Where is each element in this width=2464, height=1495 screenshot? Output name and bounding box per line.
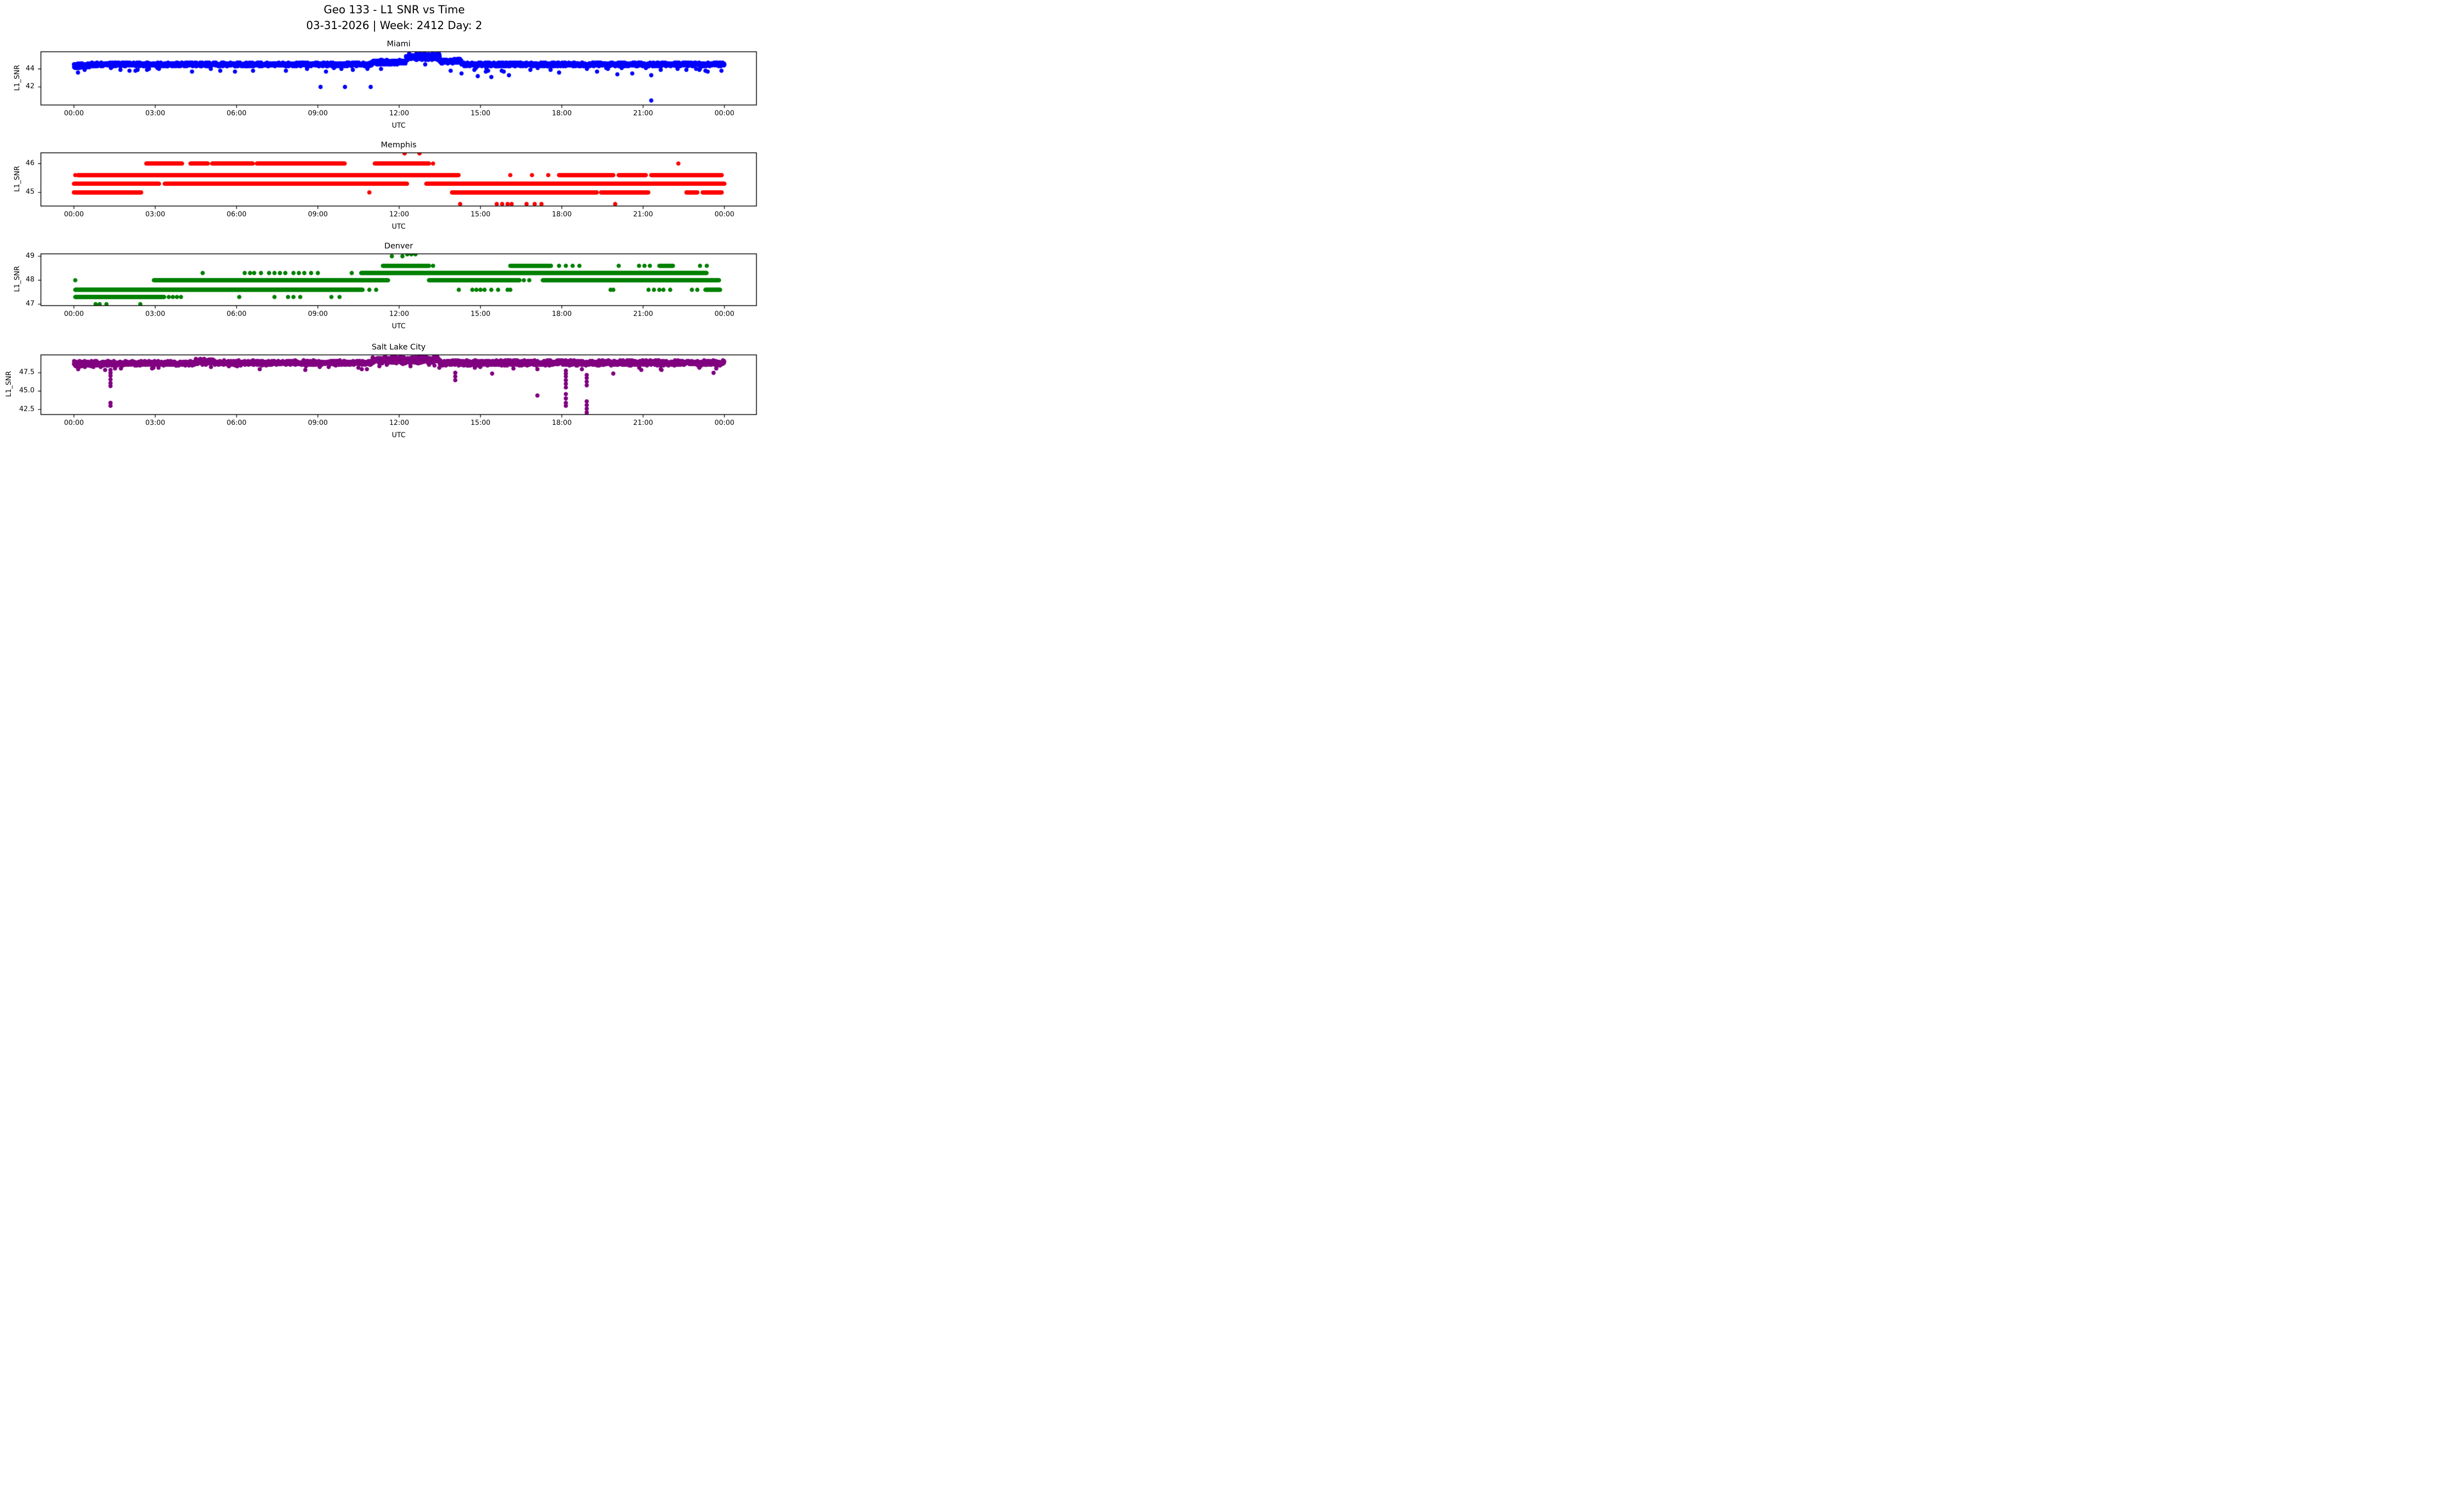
x-tick-label: 00:00 (64, 210, 84, 218)
x-tick-label: 12:00 (389, 419, 410, 427)
y-tick-label: 49 (26, 251, 34, 260)
x-tick-label: 15:00 (470, 310, 491, 318)
x-tick-label: 03:00 (145, 310, 166, 318)
subplot-title-salt-lake-city: Salt Lake City (372, 342, 426, 351)
x-tick-label: 12:00 (389, 109, 410, 117)
figure-title-line2: 03-31-2026 | Week: 2412 Day: 2 (306, 20, 482, 32)
subplot-title-denver: Denver (384, 241, 413, 250)
x-tick-label: 18:00 (551, 210, 572, 218)
x-tick-label: 03:00 (145, 109, 166, 117)
x-tick-label: 00:00 (64, 310, 84, 318)
x-tick-label: 03:00 (145, 419, 166, 427)
x-axis-label-denver: UTC (392, 322, 406, 330)
y-tick-label: 42.5 (19, 405, 34, 413)
x-tick-label: 18:00 (551, 419, 572, 427)
x-tick-label: 15:00 (470, 419, 491, 427)
x-tick-label: 21:00 (633, 109, 653, 117)
y-tick-label: 44 (26, 64, 34, 72)
x-tick-label: 00:00 (714, 310, 735, 318)
x-tick-label: 15:00 (470, 210, 491, 218)
x-tick-label: 00:00 (714, 109, 735, 117)
y-tick-label: 46 (26, 159, 34, 167)
subplot-title-miami: Miami (386, 39, 411, 48)
x-axis-label-miami: UTC (392, 122, 406, 130)
subplot-title-memphis: Memphis (380, 140, 417, 149)
x-tick-label: 21:00 (633, 310, 653, 318)
x-axis-label-memphis: UTC (392, 223, 406, 231)
x-tick-label: 12:00 (389, 210, 410, 218)
y-tick-label: 45.0 (19, 386, 34, 395)
figure-title-line1: Geo 133 - L1 SNR vs Time (323, 4, 465, 16)
x-tick-label: 06:00 (226, 109, 247, 117)
figure: Geo 133 - L1 SNR vs Time 03-31-2026 | We… (0, 0, 762, 438)
y-axis-label-miami: L1_SNR (13, 65, 21, 91)
y-tick-label: 45 (26, 188, 34, 196)
x-tick-label: 21:00 (633, 419, 653, 427)
x-tick-label: 06:00 (226, 310, 247, 318)
y-tick-label: 47.5 (19, 368, 34, 377)
x-tick-label: 09:00 (308, 419, 328, 427)
x-tick-label: 06:00 (226, 210, 247, 218)
x-tick-label: 03:00 (145, 210, 166, 218)
x-axis-label-salt-lake-city: UTC (392, 431, 406, 438)
x-tick-label: 18:00 (551, 109, 572, 117)
x-tick-label: 09:00 (308, 210, 328, 218)
y-tick-label: 42 (26, 82, 34, 91)
plot-canvas (0, 0, 762, 438)
y-tick-label: 48 (26, 276, 34, 284)
x-tick-label: 09:00 (308, 109, 328, 117)
y-axis-label-memphis: L1_SNR (13, 166, 21, 192)
x-tick-label: 21:00 (633, 210, 653, 218)
x-tick-label: 15:00 (470, 109, 491, 117)
x-tick-label: 00:00 (64, 419, 84, 427)
x-tick-label: 18:00 (551, 310, 572, 318)
x-tick-label: 06:00 (226, 419, 247, 427)
x-tick-label: 00:00 (64, 109, 84, 117)
x-tick-label: 00:00 (714, 210, 735, 218)
x-tick-label: 09:00 (308, 310, 328, 318)
x-tick-label: 12:00 (389, 310, 410, 318)
y-tick-label: 47 (26, 300, 34, 308)
x-tick-label: 00:00 (714, 419, 735, 427)
